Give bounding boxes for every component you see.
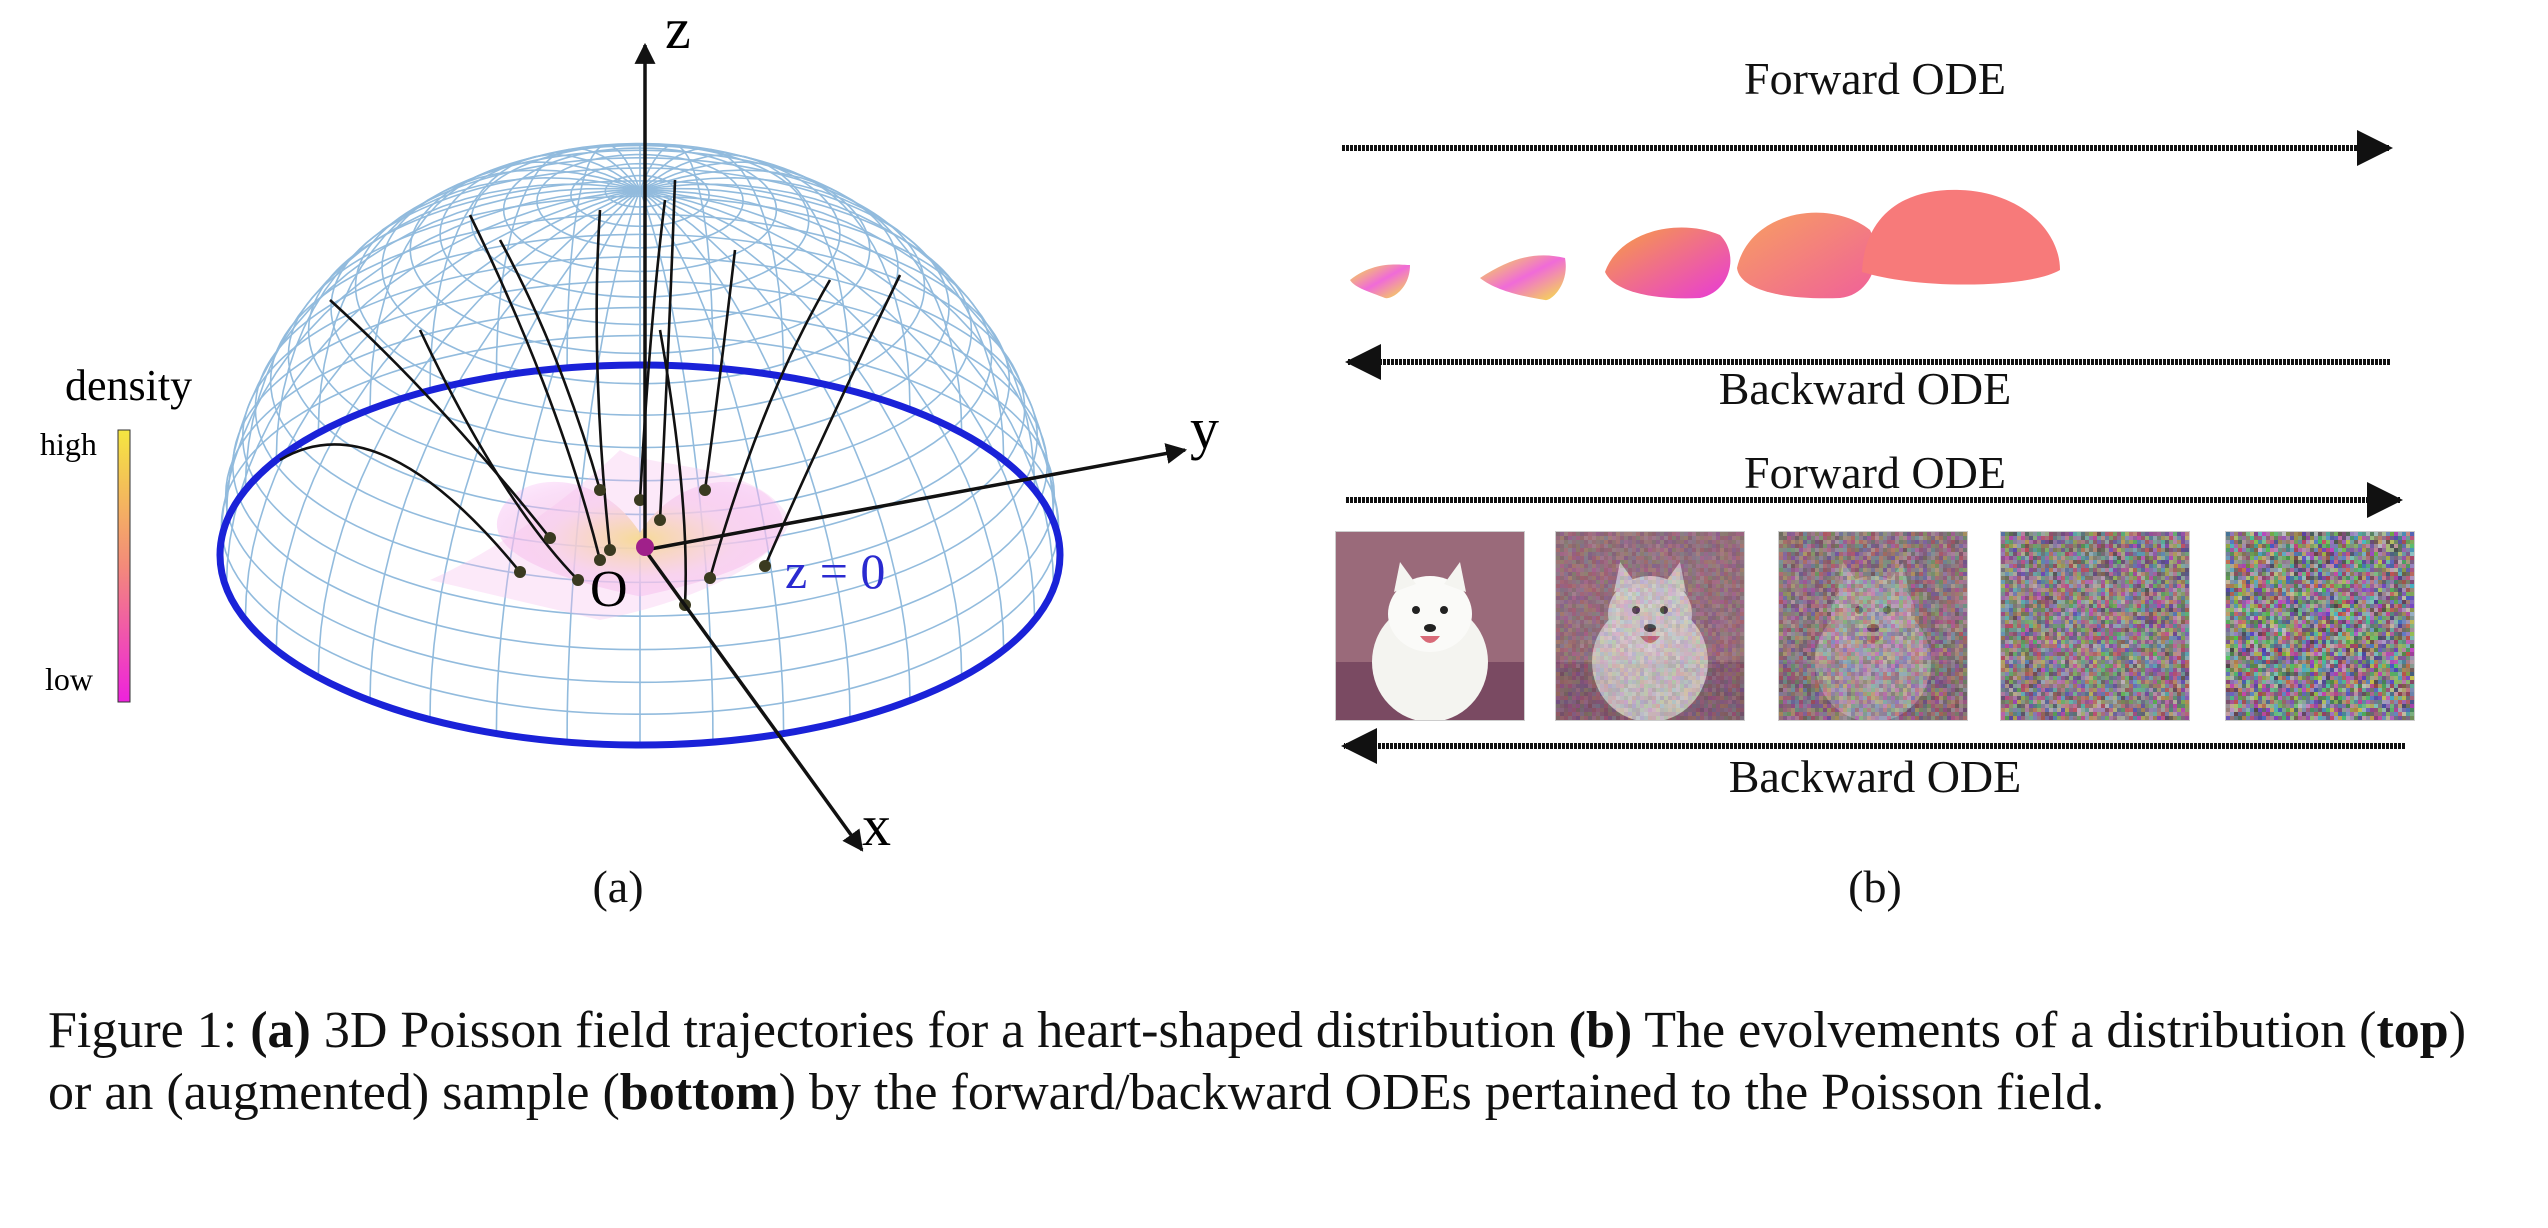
longitude-line: [639, 183, 1036, 491]
trajectory-start-dot: [514, 566, 526, 578]
longitude-line: [639, 189, 851, 720]
trajectory-line: [658, 329, 687, 606]
subfigure-a-label: (a): [592, 861, 644, 912]
longitude-line: [639, 189, 785, 734]
origin-label: O: [590, 561, 628, 618]
longitude-line: [566, 144, 641, 368]
poisson-field-3d-figure: z y x O z = 0 density high low: [40, 0, 1219, 858]
x-axis: [643, 548, 864, 852]
sample-image-2: [1555, 531, 1745, 721]
trajectory-line: [763, 274, 902, 567]
sample-image-3: [1778, 531, 1968, 721]
shape-step-5: [1862, 189, 2060, 285]
caption-b-tag: (b): [1568, 1002, 1633, 1059]
colorbar-title: density: [65, 361, 192, 410]
origin-point: [636, 538, 654, 556]
longitude-line: [219, 189, 641, 556]
sample-image-1: [1335, 531, 1525, 721]
bottom-backward-label: Backward ODE: [1728, 751, 2022, 802]
top-backward-label: Backward ODE: [1718, 363, 2012, 414]
shape-step-1: [1350, 264, 1410, 299]
trajectory-start-dot: [544, 532, 556, 544]
trajectory-line: [658, 179, 677, 521]
rim-z0: [216, 361, 1064, 749]
distribution-evolution: [1350, 189, 2060, 301]
colorbar: [117, 429, 131, 703]
x-axis-label: x: [862, 793, 891, 858]
panel-b-ode-evolution: Forward ODE Backward ODE Forward ODE Bac…: [1300, 53, 2460, 912]
trajectory-line: [329, 299, 552, 539]
trajectory-start-dot: [572, 574, 584, 586]
longitude-line: [275, 189, 641, 651]
y-axis: [644, 443, 1188, 552]
subfigure-b-label: (b): [1848, 861, 1902, 912]
trajectory-start-dot: [594, 554, 606, 566]
caption-a-text: 3D Poisson field trajectories for a hear…: [310, 1002, 1569, 1059]
shape-step-4: [1737, 212, 1876, 299]
bottom-forward-label: Forward ODE: [1744, 447, 2006, 498]
longitude-line: [495, 189, 641, 734]
trajectory-line: [638, 199, 667, 501]
longitude-line: [244, 183, 641, 491]
longitude-line: [639, 189, 911, 701]
trajectory-line: [595, 209, 612, 551]
longitude-line: [429, 189, 641, 720]
trajectory-line: [703, 249, 737, 491]
longitude-line: [317, 169, 641, 433]
trajectory-start-dot: [704, 572, 716, 584]
trajectory-line: [418, 329, 579, 581]
caption-prefix: Figure 1:: [48, 1002, 251, 1059]
longitude-line: [495, 147, 641, 377]
longitude-line: [639, 189, 1005, 651]
sample-image-5: [2225, 531, 2415, 721]
longitude-line: [275, 176, 641, 461]
colorbar-high: high: [40, 426, 97, 462]
trajectory-line: [498, 239, 602, 491]
hemisphere-mesh: [219, 142, 1061, 745]
longitude-line: [225, 187, 641, 523]
y-axis-label: y: [1190, 396, 1219, 461]
trajectory-start-dot: [699, 484, 711, 496]
longitude-line: [639, 144, 714, 368]
longitude-line: [639, 189, 1061, 556]
trajectory-start-dot: [654, 514, 666, 526]
longitude-line: [244, 189, 641, 621]
longitude-line: [429, 153, 641, 391]
longitude-line: [639, 169, 963, 433]
longitude-line: [369, 161, 641, 410]
trajectories: [279, 179, 902, 606]
caption-mid: ) or an (augmented) sample (: [48, 1002, 2467, 1121]
longitude-line: [369, 189, 641, 701]
shape-step-2: [1480, 255, 1566, 301]
trajectory-start-dot: [759, 560, 771, 572]
sample-image-4: [2000, 531, 2190, 721]
panel-a-poisson-field: z y x O z = 0 density high low (a): [0, 0, 1280, 912]
longitude-line: [639, 189, 1036, 621]
caption-top: top: [2376, 1002, 2449, 1059]
longitude-line: [566, 189, 641, 743]
top-forward-label: Forward ODE: [1744, 53, 2006, 104]
plane-label: z = 0: [785, 543, 885, 599]
trajectory-line: [468, 214, 602, 561]
caption-bottom: bottom: [619, 1064, 779, 1121]
caption-end: ) by the forward/backward ODEs pertained…: [778, 1064, 2105, 1121]
trajectory-line: [708, 279, 832, 579]
caption-a-tag: (a): [250, 1002, 311, 1059]
ode-arrows: [1341, 130, 2405, 764]
caption-b-text: The evolvements of a distribution (: [1632, 1002, 2377, 1059]
z-axis-label: z: [665, 0, 691, 61]
longitude-line: [639, 187, 1055, 523]
trajectory-line: [279, 443, 522, 573]
trajectory-start-dot: [634, 494, 646, 506]
shape-step-3: [1605, 227, 1731, 299]
longitude-line: [639, 189, 963, 678]
longitude-line: [639, 153, 851, 391]
figure-caption: Figure 1: (a) 3D Poisson field trajector…: [48, 1000, 2508, 1124]
longitude-line: [639, 176, 1005, 461]
trajectory-start-dot: [594, 484, 606, 496]
longitude-line: [317, 189, 641, 678]
colorbar-low: low: [45, 661, 93, 697]
trajectory-start-dot: [604, 544, 616, 556]
